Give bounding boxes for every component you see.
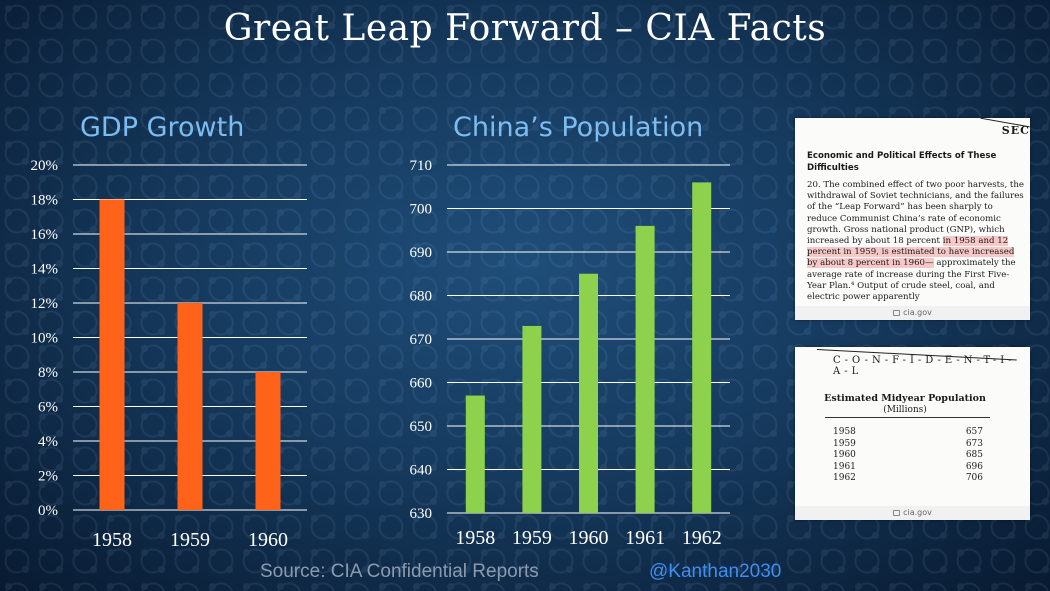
classification-marking: C-O-N-F-I-D-E-N-T-I-A-L (833, 355, 1016, 377)
year-cell: 1961 (833, 461, 856, 472)
year-cell: 1959 (833, 438, 856, 449)
lock-icon (893, 509, 901, 516)
document-heading: Economic and Political Effects of These … (807, 151, 997, 173)
population-x-category-label: 1959 (512, 527, 552, 549)
table-row: 1961 696 (833, 462, 983, 474)
population-y-tick-label: 670 (410, 332, 433, 348)
population-x-category-label: 1962 (682, 527, 722, 549)
paragraph-text-end: approximately the average rate of increa… (807, 258, 1016, 303)
source-caption: cia.gov (795, 506, 1030, 520)
twitter-handle[interactable]: @Kanthan2030 (649, 561, 782, 582)
table-row: 1960 685 (833, 450, 983, 462)
caption-text: cia.gov (903, 308, 932, 317)
cia-document-population-table: C-O-N-F-I-D-E-N-T-I-A-L Estimated Midyea… (795, 347, 1030, 520)
gdp-x-category-label: 1959 (170, 529, 210, 551)
classification-marking: SECI (1001, 124, 1030, 137)
gdp-y-tick-label: 6% (38, 400, 58, 416)
source-note: Source: CIA Confidential Reports (260, 561, 539, 582)
population-y-tick-label: 640 (410, 463, 433, 479)
paragraph-text-start: 20. The combined effect of two poor harv… (807, 180, 1025, 247)
population-y-tick-label: 680 (410, 289, 433, 305)
gdp-y-tick-label: 20% (31, 158, 59, 174)
gdp-y-tick-label: 16% (31, 227, 59, 243)
gdp-bar-1960 (255, 372, 281, 510)
cia-document-gnp-excerpt: SECI Economic and Political Effects of T… (795, 118, 1030, 320)
gdp-y-tick-label: 2% (38, 469, 58, 485)
population-y-tick-label: 660 (410, 376, 433, 392)
value-cell: 685 (965, 450, 983, 460)
population-bar-1961 (635, 225, 655, 513)
document-paragraph: 20. The combined effect of two poor harv… (807, 180, 1025, 303)
gdp-x-category-label: 1960 (248, 529, 288, 551)
year-cell: 1958 (833, 427, 856, 437)
caption-text: cia.gov (903, 508, 932, 517)
population-y-tick-label: 700 (410, 202, 433, 218)
value-cell: 706 (965, 473, 983, 483)
value-cell: 673 (965, 438, 983, 449)
gdp-y-tick-label: 0% (38, 503, 58, 519)
population-y-tick-label: 630 (410, 506, 433, 522)
table-rule (825, 417, 990, 418)
population-x-category-label: 1961 (625, 527, 665, 549)
population-bar-1959 (522, 325, 542, 513)
value-cell: 657 (965, 427, 983, 437)
population-y-tick-label: 710 (410, 158, 433, 174)
population-x-category-label: 1958 (455, 527, 495, 549)
value-cell: 696 (965, 461, 983, 472)
population-bar-1962 (692, 182, 712, 513)
slide-title: Great Leap Forward – CIA Facts (223, 8, 827, 49)
population-x-category-label: 1960 (569, 527, 609, 549)
gdp-y-tick-label: 12% (31, 296, 59, 312)
population-chart-title: China’s Population (453, 112, 704, 143)
year-cell: 1960 (833, 450, 856, 460)
table-title: Estimated Midyear Population (824, 393, 986, 404)
year-cell: 1962 (833, 473, 856, 483)
population-table: 1958 657 1959 673 1960 685 1961 696 1962 706 (833, 427, 983, 485)
table-row: 1962 706 (833, 473, 983, 485)
source-caption: cia.gov (795, 306, 1030, 320)
gdp-bar-1959 (177, 303, 203, 510)
gdp-y-tick-label: 8% (38, 365, 58, 381)
table-row: 1958 657 (833, 427, 983, 439)
gdp-bar-1958 (99, 199, 125, 510)
gdp-y-tick-label: 14% (31, 262, 59, 278)
population-y-tick-label: 690 (410, 245, 433, 261)
population-bar-1960 (579, 273, 598, 513)
population-y-tick-label: 650 (410, 419, 433, 435)
gdp-x-category-label: 1958 (92, 529, 132, 551)
gdp-y-tick-label: 4% (38, 434, 58, 450)
lock-icon (893, 309, 901, 316)
population-bar-1958 (465, 395, 485, 513)
table-row: 1959 673 (833, 439, 983, 451)
gdp-y-tick-label: 10% (31, 331, 59, 347)
gdp-chart-title: GDP Growth (80, 112, 245, 143)
table-subtitle: (Millions) (883, 405, 927, 415)
gdp-y-tick-label: 18% (31, 193, 59, 209)
